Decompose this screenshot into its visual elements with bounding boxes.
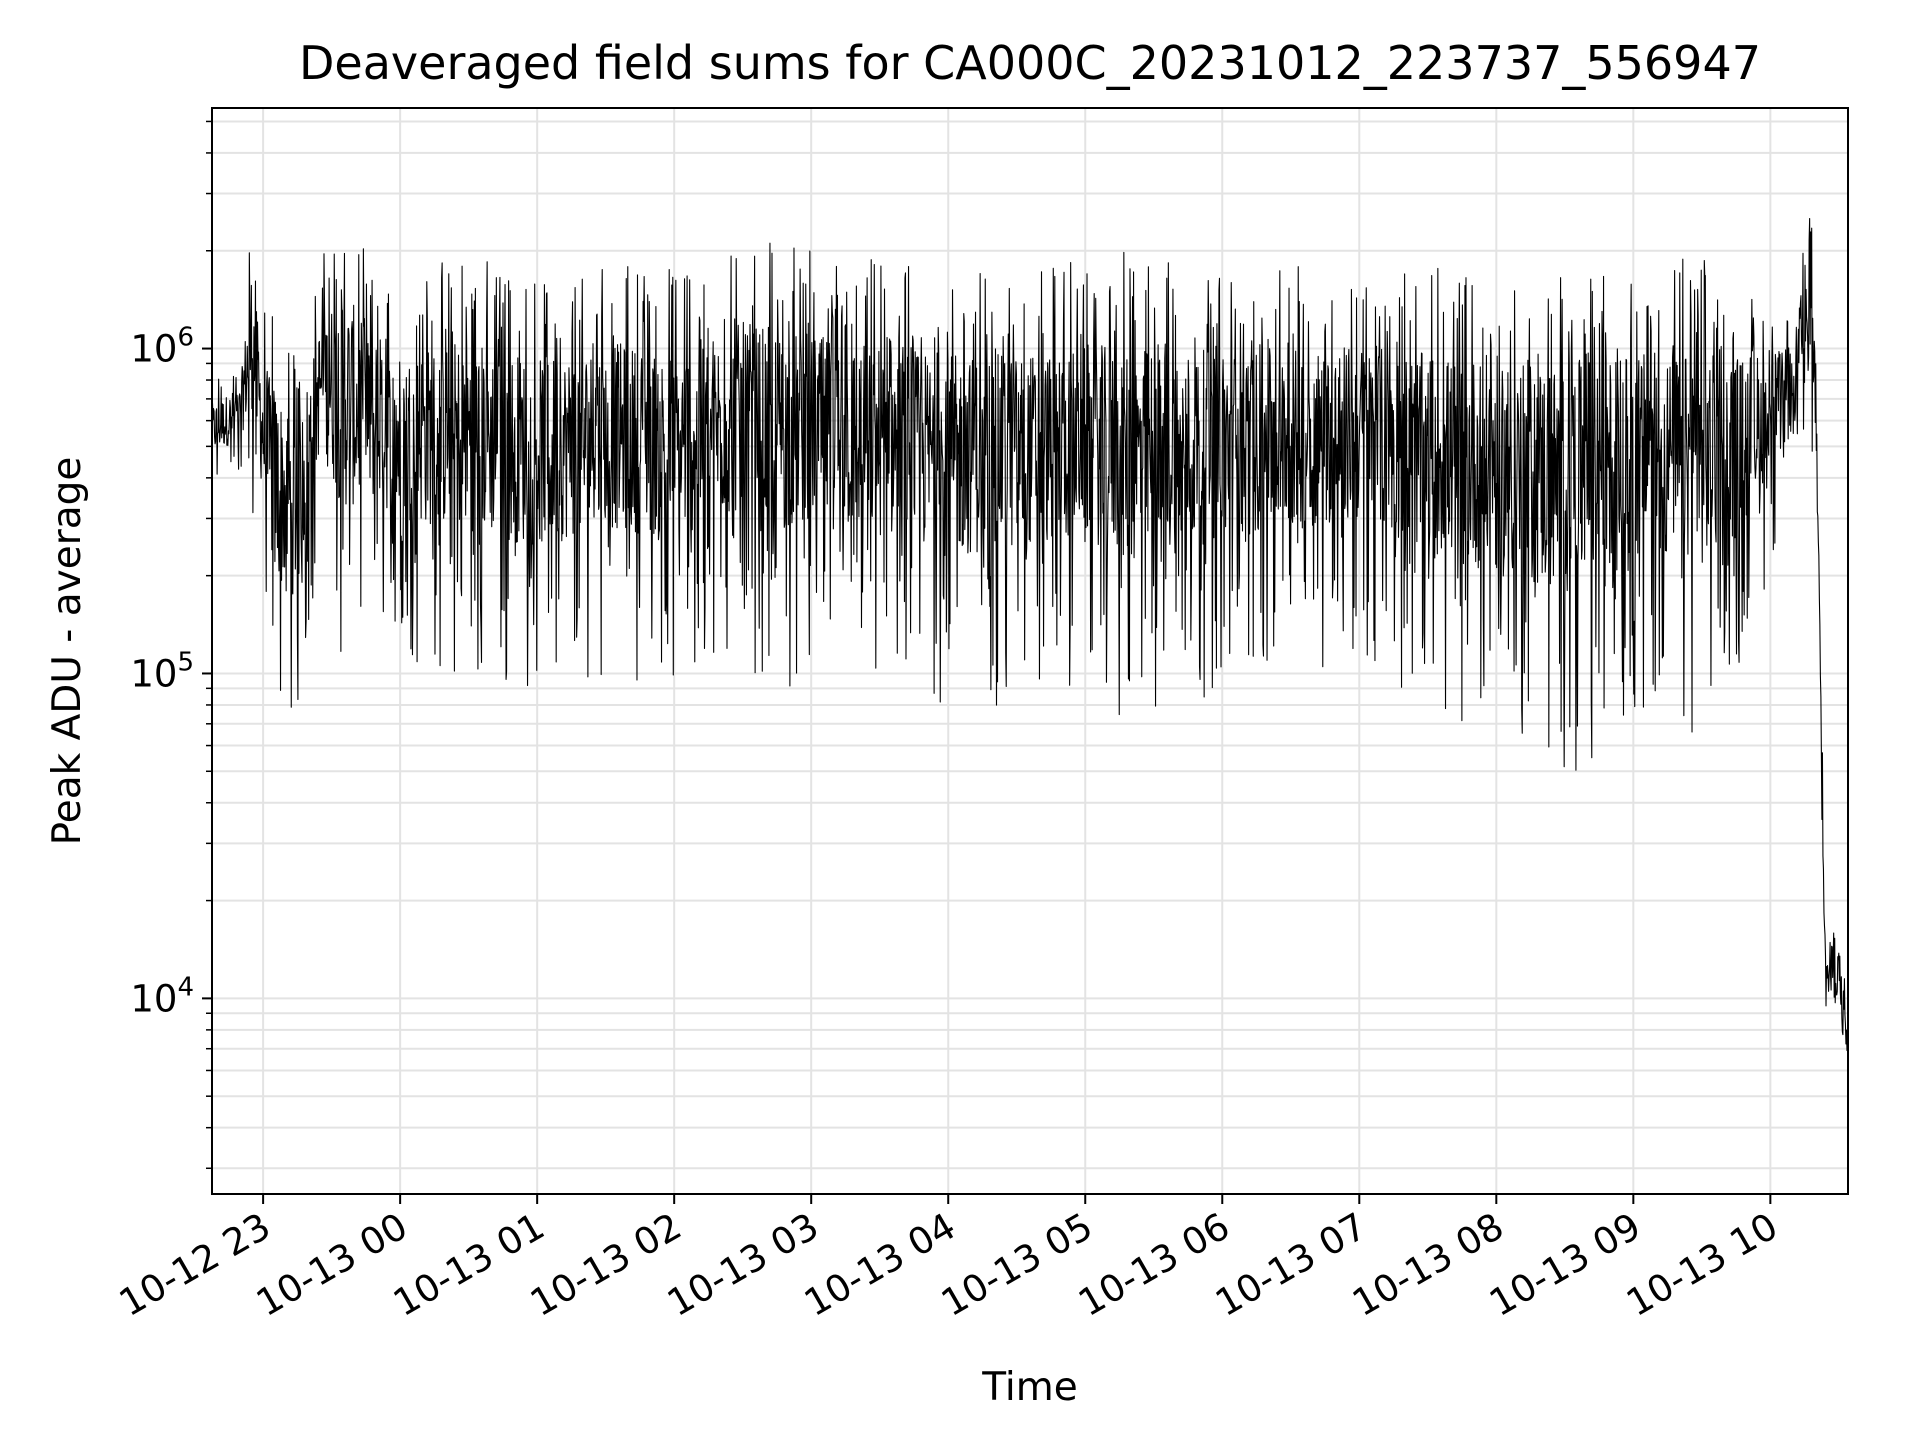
y-tick-label: 104 [130, 972, 194, 1020]
series-layer [211, 218, 1849, 1056]
y-axis-ticks: 104 105 106 [130, 120, 212, 1170]
y-tick-label: 106 [130, 323, 194, 371]
y-axis-label: Peak ADU - average [45, 457, 90, 846]
x-axis-label: Time [981, 1365, 1077, 1410]
plot-frame [211, 107, 1849, 1195]
chart-title: Deaveraged field sums for CA000C_2023101… [299, 36, 1761, 90]
y-tick-label: 105 [130, 647, 194, 695]
series-line [211, 218, 1849, 1056]
